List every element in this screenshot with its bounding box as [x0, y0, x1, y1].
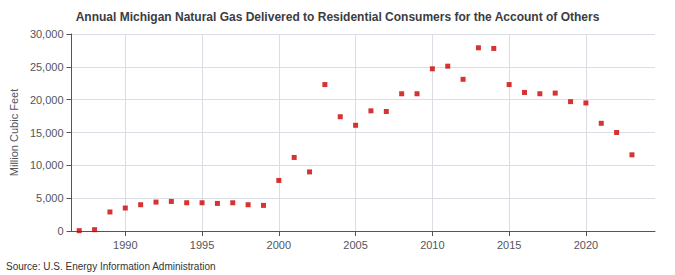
svg-text:2000: 2000 — [267, 239, 291, 251]
svg-text:2020: 2020 — [574, 239, 598, 251]
svg-text:30,000: 30,000 — [30, 28, 64, 40]
svg-text:1990: 1990 — [113, 239, 137, 251]
svg-text:15,000: 15,000 — [30, 127, 64, 139]
svg-text:Million Cubic Feet: Million Cubic Feet — [8, 89, 20, 176]
svg-text:20,000: 20,000 — [30, 94, 64, 106]
svg-text:2005: 2005 — [343, 239, 367, 251]
svg-text:Annual Michigan Natural Gas De: Annual Michigan Natural Gas Delivered to… — [76, 10, 600, 24]
svg-text:Source: U.S. Energy Informatio: Source: U.S. Energy Information Administ… — [6, 261, 216, 272]
svg-text:2010: 2010 — [420, 239, 444, 251]
svg-text:5,000: 5,000 — [36, 192, 64, 204]
svg-text:25,000: 25,000 — [30, 61, 64, 73]
svg-text:1995: 1995 — [190, 239, 214, 251]
svg-text:2015: 2015 — [497, 239, 521, 251]
svg-text:0: 0 — [57, 225, 63, 237]
svg-text:10,000: 10,000 — [30, 159, 64, 171]
